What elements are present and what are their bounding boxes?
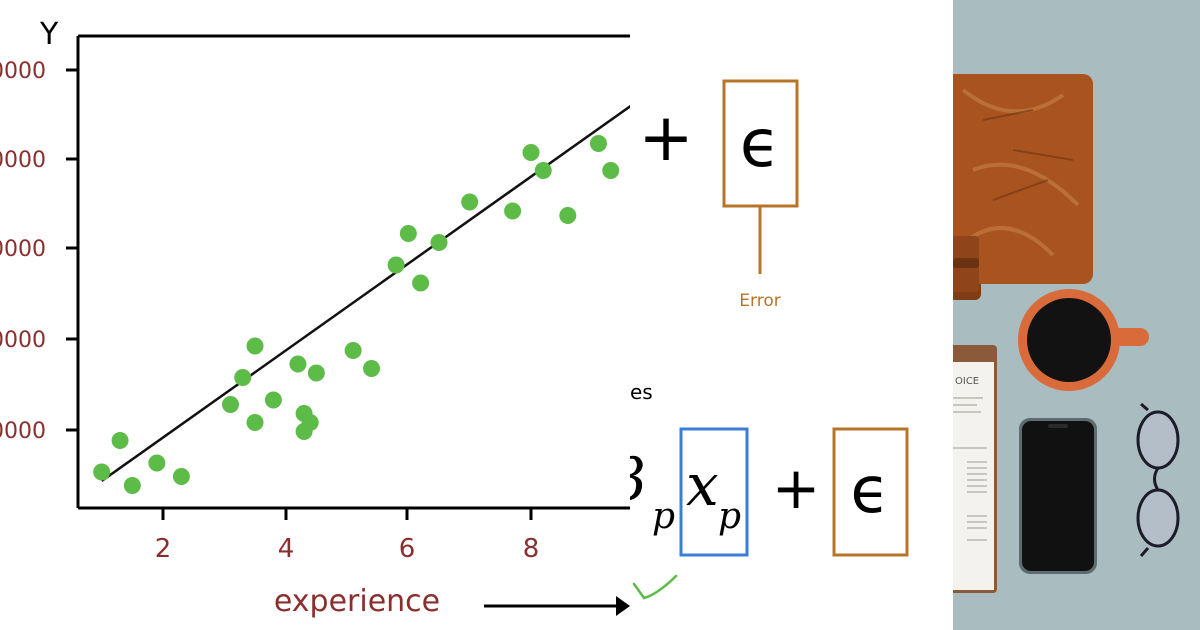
x-axis-label: experience	[274, 584, 440, 619]
data-point	[221, 396, 239, 413]
x-subscript: p	[718, 496, 741, 537]
data-point	[504, 202, 522, 220]
x-variable: x	[686, 451, 719, 519]
coffee-mug-icon	[1018, 289, 1149, 391]
data-point	[264, 391, 282, 409]
formula-panel: + ϵ Error es β p x p + ϵ	[630, 0, 953, 630]
x-tick-label: 8	[523, 534, 540, 564]
data-point	[363, 360, 381, 377]
data-point	[246, 337, 264, 355]
data-point	[412, 274, 430, 292]
data-point	[522, 144, 540, 161]
data-point	[301, 414, 319, 431]
desk-photo-illustration: OICE	[953, 0, 1200, 630]
data-point	[534, 162, 552, 179]
predictor-variable-box	[679, 427, 749, 557]
regression-formula: + ϵ Error es β p x p + ϵ	[630, 79, 909, 600]
data-point	[111, 432, 129, 449]
data-point	[234, 369, 252, 386]
data-point	[602, 162, 620, 179]
data-point	[430, 234, 448, 251]
data-point	[399, 225, 417, 242]
data-point	[148, 454, 166, 472]
data-point	[387, 256, 405, 274]
data-point	[307, 364, 325, 382]
data-point	[289, 355, 307, 373]
desk-photo: OICE	[953, 0, 1200, 630]
data-point	[344, 342, 362, 359]
plus-sign: +	[772, 454, 821, 522]
data-point	[93, 463, 111, 481]
x-tick-label: 4	[278, 534, 295, 564]
data-point	[589, 135, 607, 152]
error-label: Error	[739, 291, 780, 311]
check-mark-icon	[632, 574, 678, 600]
invoice-clipboard-icon: OICE	[953, 345, 997, 593]
data-point	[172, 468, 190, 485]
notebook-icon	[953, 74, 1093, 300]
epsilon-symbol: ϵ	[850, 454, 889, 528]
invoice-header: OICE	[955, 376, 979, 387]
data-point	[246, 414, 264, 431]
regression-fit-line	[100, 104, 630, 483]
eyeglasses-icon	[1136, 402, 1180, 557]
y-tick-marks	[66, 68, 78, 432]
beta-coefficient-fragment: β	[630, 446, 646, 514]
epsilon-symbol: ϵ	[740, 105, 781, 182]
error-term-box	[832, 427, 909, 557]
y-axis-letter: Y	[39, 17, 59, 52]
x-tick-label: 2	[155, 534, 172, 564]
beta-subscript: p	[652, 496, 675, 537]
smartphone-icon	[1019, 418, 1097, 574]
data-point	[461, 193, 479, 211]
x-axis-arrowhead	[616, 596, 630, 616]
data-point	[559, 207, 577, 224]
x-tick-marks	[161, 508, 533, 520]
partial-text: es	[630, 380, 653, 404]
plus-sign: +	[638, 99, 693, 176]
x-tick-label: 6	[399, 534, 416, 564]
data-point	[123, 477, 141, 494]
